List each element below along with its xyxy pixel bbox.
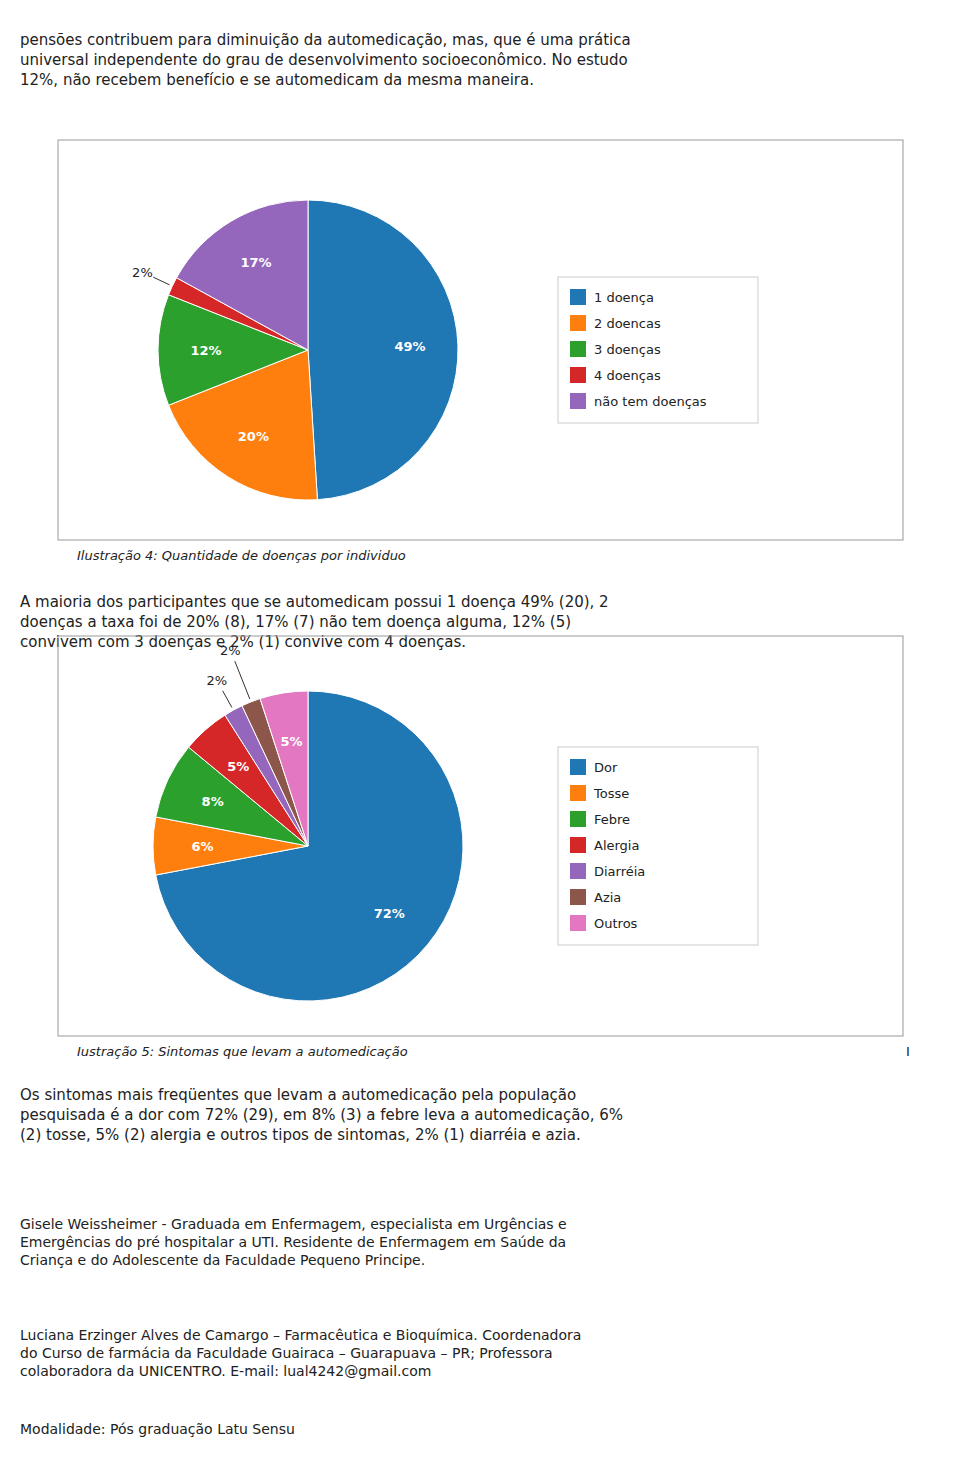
chart-frame [58,140,903,540]
text-line: do Curso de farmácia da Faculdade Guaira… [20,1345,553,1361]
legend-swatch [570,341,586,357]
text-line: Modalidade: Pós graduação Latu Sensu [20,1421,295,1437]
text-line: Luciana Erzinger Alves de Camargo – Farm… [20,1327,581,1343]
legend-label: 3 doenças [594,342,661,357]
text-line: pesquisada é a dor com 72% (29), em 8% (… [20,1106,623,1124]
legend-label: Febre [594,812,630,827]
data-label: 2% [207,673,228,688]
legend-item: Alergia [570,837,639,853]
legend: 1 doença 2 doencas 3 doenças 4 doenças não t… [558,277,758,423]
legend-label: Outros [594,916,638,931]
legend-swatch [570,759,586,775]
data-label: 5% [227,759,249,774]
text-line: Gisele Weissheimer - Graduada em Enferma… [20,1216,567,1232]
text-line: Emergências do pré hospitalar a UTI. Res… [20,1234,566,1250]
legend-item: 4 doenças [570,367,661,383]
legend-item: Febre [570,811,630,827]
legend-swatch [570,289,586,305]
pie [153,691,463,1001]
data-label: 5% [280,734,302,749]
data-label: 12% [190,343,221,358]
text-line: colaboradora da UNICENTRO. E-mail: lual4… [20,1363,431,1379]
paragraph: pensões contribuem para diminuição da au… [20,31,631,89]
legend: Dor Tosse Febre Alergia Diarréia Azia Outros [558,747,758,945]
data-labels: 72% 6% 8% 5% 2% 2% 5% [192,643,405,921]
data-label: 72% [374,906,405,921]
text-line: Criança e do Adolescente da Faculdade Pe… [20,1252,425,1268]
legend-frame [558,747,758,945]
legend-label: Alergia [594,838,639,853]
legend-item: 2 doencas [570,315,661,331]
legend-swatch [570,367,586,383]
text-line: A maioria dos participantes que se autom… [20,593,609,611]
chart-title: Ilustração 4: Quantidade de doenças por … [77,548,406,563]
chart-title: Iustração 5: Sintomas que levam a autome… [77,1044,408,1059]
legend-swatch [570,837,586,853]
paragraph: A maioria dos participantes que se autom… [20,593,609,651]
paragraph: Luciana Erzinger Alves de Camargo – Farm… [20,1327,581,1379]
legend-swatch [570,863,586,879]
data-label: 17% [241,255,272,270]
annotation: I [906,1044,910,1059]
legend-swatch [570,889,586,905]
pie-slice [156,691,463,1001]
paragraph: Os sintomas mais freqüentes que levam a … [20,1086,623,1144]
legend-item: Dor [570,759,618,775]
legend-swatch [570,811,586,827]
legend-swatch [570,785,586,801]
legend-label: 1 doença [594,290,654,305]
legend-label: não tem doenças [594,394,707,409]
legend-label: 2 doencas [594,316,661,331]
pie-slice [260,691,308,846]
leader-line [153,277,169,285]
legend-frame [558,277,758,423]
text-line: universal independente do grau de desenv… [20,51,628,69]
data-labels: 49% 20% 12% 2% 17% [132,255,425,444]
pie-slice [308,200,458,500]
legend-label: Azia [594,890,621,905]
legend-item: 1 doença [570,289,654,305]
legend-item: não tem doenças [570,393,707,409]
text-line: pensões contribuem para diminuição da au… [20,31,631,49]
pie-slice [177,200,308,350]
data-label: 8% [202,794,224,809]
leader-line [223,691,232,708]
chart-frame [58,636,903,1036]
data-label: 20% [238,429,269,444]
legend-swatch [570,915,586,931]
page: pensões contribuem para diminuição da au… [0,0,960,1478]
leader-line [235,661,250,699]
data-label: 2% [220,643,241,658]
data-label: 49% [394,339,425,354]
legend-item: Tosse [570,785,629,801]
legend-swatch [570,315,586,331]
pie [158,200,458,500]
legend-label: Tosse [593,786,629,801]
legend-item: 3 doenças [570,341,661,357]
paragraph: Modalidade: Pós graduação Latu Sensu [20,1421,295,1437]
data-label: 6% [192,839,214,854]
legend-item: Azia [570,889,621,905]
legend-label: 4 doenças [594,368,661,383]
legend-swatch [570,393,586,409]
legend-item: Diarréia [570,863,645,879]
text-line: Os sintomas mais freqüentes que levam a … [20,1086,576,1104]
legend-item: Outros [570,915,638,931]
data-label: 2% [132,265,153,280]
legend-label: Dor [594,760,618,775]
legend-label: Diarréia [594,864,645,879]
text-line: 12%, não recebem benefício e se automedi… [20,71,534,89]
paragraph: Gisele Weissheimer - Graduada em Enferma… [20,1216,567,1268]
text-line: (2) tosse, 5% (2) alergia e outros tipos… [20,1126,581,1144]
text-line: doenças a taxa foi de 20% (8), 17% (7) n… [20,613,571,631]
